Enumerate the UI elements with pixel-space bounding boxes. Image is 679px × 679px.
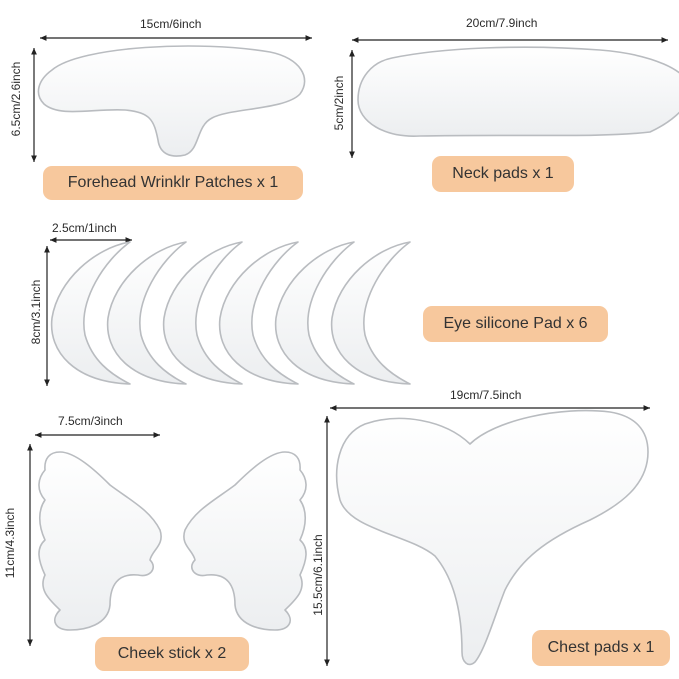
neck-pad: [357, 46, 679, 137]
eye-pad: [218, 241, 299, 385]
neck-width-label: 20cm/7.9inch: [466, 16, 538, 30]
eye-pad: [330, 241, 411, 385]
forehead-patch: [37, 45, 306, 157]
chest-width-label: 19cm/7.5inch: [450, 388, 522, 402]
cheek-height-label: 11cm/4.3inch: [3, 507, 17, 579]
dimension-lines: [27, 35, 668, 666]
eye-pad: [162, 241, 243, 385]
eye-pad: [50, 241, 131, 385]
chest-caption: Chest pads x 1: [532, 630, 670, 666]
forehead-caption: Forehead Wrinklr Patches x 1: [43, 166, 303, 200]
forehead-width-label: 15cm/6inch: [140, 17, 202, 31]
eye-width-label: 2.5cm/1inch: [52, 221, 117, 235]
cheek-pad-left: [38, 451, 162, 631]
chest-height-label: 15.5cm/6.1inch: [311, 534, 325, 616]
cheek-pad-right: [183, 451, 307, 631]
eye-pad: [106, 241, 187, 385]
cheek-caption: Cheek stick x 2: [95, 637, 249, 671]
eye-pad: [274, 241, 355, 385]
eye-caption: Eye silicone Pad x 6: [423, 306, 608, 342]
forehead-height-label: 6.5cm/2.6inch: [9, 61, 23, 137]
chest-pad: [335, 409, 649, 666]
eye-height-label: 8cm/3.1inch: [29, 279, 43, 345]
cheek-width-label: 7.5cm/3inch: [58, 414, 123, 428]
neck-height-label: 5cm/2inch: [332, 75, 346, 131]
eye-pads: [50, 241, 411, 385]
neck-caption: Neck pads x 1: [432, 156, 574, 192]
